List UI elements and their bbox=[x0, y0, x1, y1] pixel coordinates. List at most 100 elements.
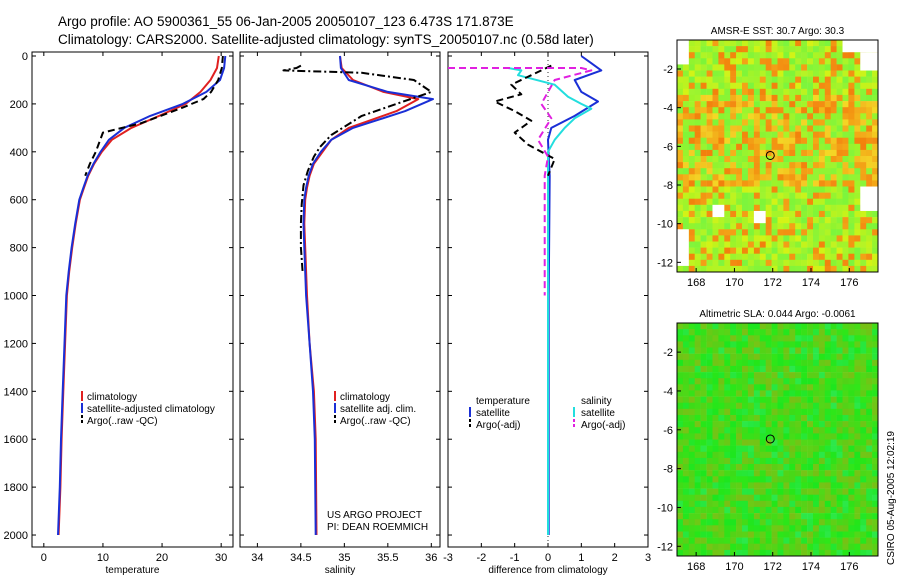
map-cell bbox=[795, 64, 802, 71]
map-cell bbox=[730, 390, 737, 397]
map-cell bbox=[783, 506, 790, 514]
map-cell bbox=[730, 217, 737, 224]
map-cell bbox=[842, 107, 849, 114]
map-cell bbox=[682, 156, 690, 163]
map-cell bbox=[842, 549, 849, 557]
map-cell bbox=[813, 531, 820, 538]
map-cell bbox=[830, 347, 837, 354]
map-cell bbox=[682, 427, 690, 434]
map-cell bbox=[742, 390, 749, 397]
map-cell bbox=[724, 433, 731, 440]
map-cell bbox=[795, 198, 802, 206]
map-cell bbox=[783, 537, 790, 544]
map-cell bbox=[801, 198, 808, 206]
map-cell bbox=[777, 421, 784, 428]
map-cell bbox=[724, 482, 731, 489]
map-cell bbox=[854, 329, 861, 336]
map-cell bbox=[677, 125, 684, 132]
map-cell bbox=[777, 119, 784, 126]
map-cell bbox=[807, 464, 814, 471]
map-cell bbox=[854, 451, 861, 459]
map-cell bbox=[759, 476, 766, 483]
map-cell bbox=[765, 210, 772, 218]
map-cell bbox=[818, 402, 826, 410]
map-cell bbox=[682, 168, 690, 175]
map-cell bbox=[801, 58, 808, 65]
map-cell bbox=[730, 52, 737, 59]
map-cell bbox=[759, 88, 766, 96]
map-cell bbox=[718, 488, 725, 495]
map-cell bbox=[677, 359, 684, 367]
map-cell bbox=[818, 149, 826, 157]
map-cell bbox=[860, 241, 867, 248]
map-cell bbox=[682, 415, 690, 422]
map-cell bbox=[747, 525, 755, 532]
map-cell bbox=[771, 204, 778, 212]
map-cell bbox=[801, 506, 808, 514]
map-cell bbox=[866, 488, 873, 495]
map-cell bbox=[753, 439, 761, 446]
map-cell bbox=[712, 470, 719, 477]
map-cell bbox=[801, 427, 808, 434]
map-cell bbox=[801, 335, 808, 342]
map-cell bbox=[712, 52, 719, 59]
map-cell bbox=[700, 149, 707, 157]
map-cell bbox=[694, 335, 701, 342]
map-cell bbox=[789, 131, 796, 138]
map-cell bbox=[747, 101, 755, 108]
map-cell bbox=[730, 513, 737, 520]
map-cell bbox=[783, 378, 790, 385]
map-cell bbox=[848, 445, 855, 452]
map-cell bbox=[866, 470, 873, 477]
map-cell bbox=[842, 433, 849, 440]
map-cell bbox=[759, 464, 766, 471]
map-cell bbox=[801, 125, 808, 132]
map-cell bbox=[724, 149, 731, 157]
map-cell bbox=[854, 217, 861, 224]
map-cell bbox=[789, 88, 796, 96]
map-cell bbox=[771, 94, 778, 102]
map-cell bbox=[807, 113, 814, 120]
map-cell bbox=[688, 531, 695, 538]
map-cell bbox=[801, 149, 808, 157]
map-cell bbox=[765, 143, 772, 151]
map-cell bbox=[771, 265, 778, 273]
map-cell bbox=[730, 537, 737, 544]
map-cell bbox=[866, 143, 873, 151]
map-cell bbox=[736, 359, 743, 367]
map-cell bbox=[742, 451, 749, 459]
map-cell bbox=[783, 143, 790, 151]
map-cell bbox=[694, 451, 701, 459]
map-cell bbox=[795, 494, 802, 502]
map-cell bbox=[730, 396, 737, 403]
map-cell bbox=[836, 329, 843, 336]
map-cell bbox=[688, 359, 695, 367]
map-cell bbox=[747, 88, 755, 96]
map-cell bbox=[777, 470, 784, 477]
map-cell bbox=[848, 180, 855, 187]
map-cell bbox=[854, 439, 861, 446]
map-cell bbox=[842, 204, 849, 212]
map-cell bbox=[813, 101, 820, 108]
map-cell bbox=[807, 494, 814, 502]
xtick-label: 36 bbox=[425, 552, 437, 564]
ytick-label: 800 bbox=[10, 243, 28, 255]
map-cell bbox=[730, 168, 737, 175]
map-cell bbox=[742, 506, 749, 514]
map-cell bbox=[795, 347, 802, 354]
map-cell bbox=[736, 494, 743, 502]
map-cell bbox=[872, 82, 879, 90]
map-cell bbox=[736, 88, 743, 96]
map-cell bbox=[712, 198, 719, 206]
map-cell bbox=[771, 390, 778, 397]
map-cell bbox=[747, 482, 755, 489]
map-cell bbox=[724, 335, 731, 342]
map-cell bbox=[677, 439, 684, 446]
map-cell bbox=[724, 131, 731, 138]
map-cell bbox=[824, 488, 831, 495]
map-cell bbox=[866, 131, 873, 138]
map-cell bbox=[836, 341, 843, 348]
map-cell bbox=[795, 513, 802, 520]
map-cell bbox=[836, 445, 843, 452]
map-cell bbox=[700, 439, 707, 446]
